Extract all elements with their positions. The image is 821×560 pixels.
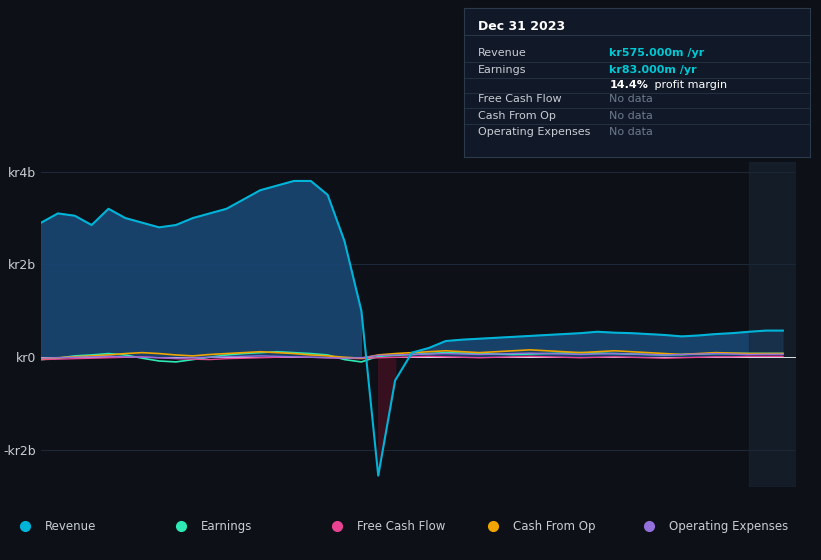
Text: kr575.000m /yr: kr575.000m /yr xyxy=(609,49,704,58)
Text: Free Cash Flow: Free Cash Flow xyxy=(357,520,446,533)
Text: Earnings: Earnings xyxy=(478,65,526,75)
Text: No data: No data xyxy=(609,111,654,121)
Text: No data: No data xyxy=(609,127,654,137)
Text: No data: No data xyxy=(609,95,654,105)
Text: profit margin: profit margin xyxy=(651,80,727,90)
Text: Free Cash Flow: Free Cash Flow xyxy=(478,95,562,105)
Text: Operating Expenses: Operating Expenses xyxy=(478,127,590,137)
Text: Operating Expenses: Operating Expenses xyxy=(669,520,788,533)
Text: Cash From Op: Cash From Op xyxy=(513,520,595,533)
Text: Dec 31 2023: Dec 31 2023 xyxy=(478,20,565,33)
Text: Cash From Op: Cash From Op xyxy=(478,111,556,121)
Text: Earnings: Earnings xyxy=(201,520,253,533)
Text: Revenue: Revenue xyxy=(478,49,526,58)
Bar xyxy=(750,162,796,487)
Text: Revenue: Revenue xyxy=(45,520,97,533)
Text: kr83.000m /yr: kr83.000m /yr xyxy=(609,65,697,75)
Text: 14.4%: 14.4% xyxy=(609,80,649,90)
